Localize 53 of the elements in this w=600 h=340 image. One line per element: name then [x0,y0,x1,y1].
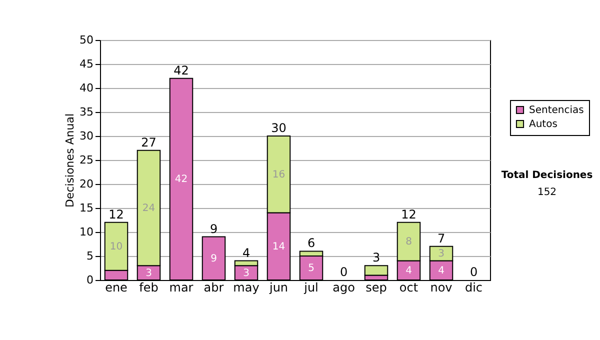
x-tick-label: sep [366,280,387,294]
x-tick-label: jul [303,280,318,294]
x-tick-label: dic [464,280,483,294]
total-label: 12 [108,207,124,222]
text: 152 [536,187,558,198]
total-label: 0 [340,265,348,279]
y-tick-label: 35 [80,106,94,118]
data-label: 3 [243,268,250,279]
data-label: 10 [110,241,123,252]
y-tick-label: 25 [80,154,94,166]
total-label: 3 [372,250,380,265]
data-label: 24 [142,203,156,214]
y-tick-label: 0 [86,274,94,286]
data-label: 42 [174,174,188,186]
y-tick-label: 30 [80,130,94,142]
total-label: 30 [271,121,286,135]
y-tick-label: 10 [80,226,94,238]
data-label: 4 [406,265,412,276]
x-tick-label: feb [139,280,158,294]
data-label: 3 [146,268,152,279]
y-tick-label: 50 [80,34,94,46]
data-label: 3 [438,248,444,260]
y-axis-title: Decisiones Anual [64,113,77,208]
x-tick-label: nov [430,280,452,294]
x-tick-label: oct [399,280,418,294]
y-tick-label: 20 [80,178,94,190]
legend-label: Autos [529,119,558,130]
total-label: 9 [210,222,218,236]
legend-label: Sentencias [529,105,584,116]
data-label: 14 [272,241,286,252]
x-tick-label: ago [332,280,355,294]
data-label: 9 [210,253,217,264]
text: Total Decisiones [500,170,594,181]
data-label: 16 [272,169,286,180]
total-label: 0 [470,265,478,279]
total-label: 27 [141,135,156,150]
y-tick-label: 40 [80,82,94,94]
x-tick-label: ene [105,280,128,294]
x-tick-label: may [233,280,260,294]
data-label: 8 [406,236,412,248]
x-tick-label: mar [169,280,194,294]
total-label: 4 [242,246,250,260]
total-label: 6 [307,236,316,250]
x-tick-label: abr [204,280,224,294]
x-tick-label: jun [268,280,288,294]
data-label: 4 [438,265,444,276]
total-label: 42 [174,63,189,78]
y-tick-label: 15 [80,202,94,214]
y-tick-label: 45 [80,58,94,70]
data-label: 5 [308,263,314,274]
total-label: 12 [401,207,416,222]
total-label: 7 [437,231,446,246]
y-tick-label: 5 [86,250,94,262]
